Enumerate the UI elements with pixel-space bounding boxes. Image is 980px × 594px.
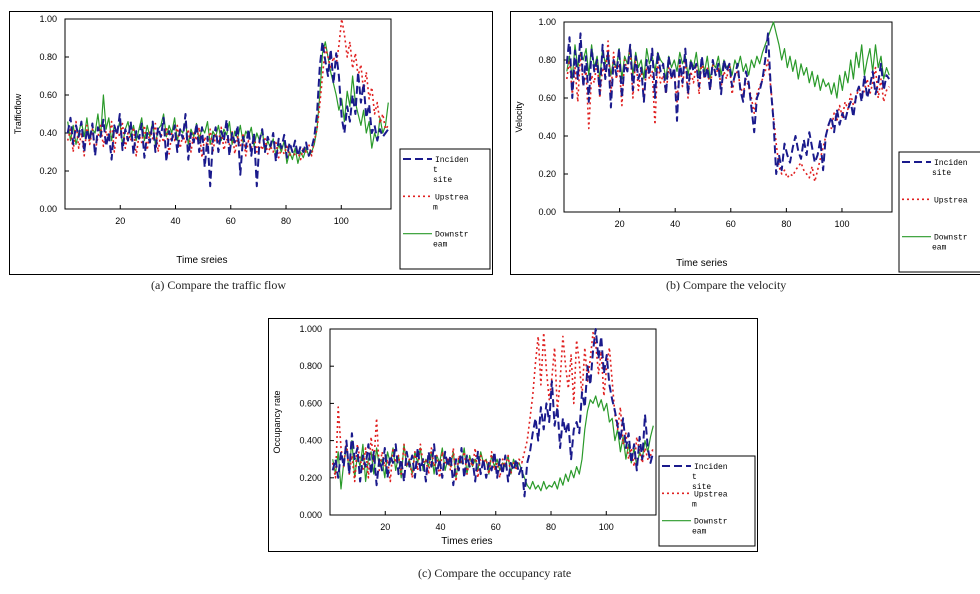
legend-label-line: eam xyxy=(692,528,707,537)
y-axis-label: Trafficflow xyxy=(13,93,23,134)
x-tick-label: 100 xyxy=(599,522,614,532)
y-tick-label: 0.800 xyxy=(299,361,322,371)
x-tick-label: 40 xyxy=(171,216,181,226)
series-group xyxy=(331,328,655,498)
y-tick-label: 0.60 xyxy=(39,90,57,100)
y-tick-label: 0.00 xyxy=(39,204,57,214)
legend-label-line: site xyxy=(433,176,452,185)
legend-label-line: eam xyxy=(932,244,947,253)
legend-label: Inciden t site xyxy=(692,463,728,492)
caption-c: (c) Compare the occupancy rate xyxy=(418,566,572,580)
plot-area xyxy=(563,21,893,213)
series-line-0 xyxy=(331,328,655,498)
legend-label-line: Upstrea xyxy=(934,196,968,205)
legend-label-line: m xyxy=(433,203,438,212)
series-group xyxy=(66,18,390,188)
caption-a: (a) Compare the traffic flow xyxy=(151,278,287,292)
x-axis-label: Time series xyxy=(676,258,727,269)
series-line-2 xyxy=(332,395,654,492)
y-tick-label: 0.20 xyxy=(39,166,57,176)
chart-a: 0.00 0.20 0.40 0.60 0.80 1.00 20 40 60 80 100 Time … xyxy=(13,14,491,270)
legend-box xyxy=(399,148,491,270)
x-tick-label: 80 xyxy=(781,219,791,229)
x-tick-label: 80 xyxy=(281,216,291,226)
legend-label-line: site xyxy=(932,169,951,178)
x-tick-label: 40 xyxy=(436,522,446,532)
y-tick-label: 0.80 xyxy=(39,52,57,62)
legend-label-line: site xyxy=(692,483,711,492)
x-tick-label: 40 xyxy=(670,219,680,229)
legend-label-line: Downstr xyxy=(934,234,968,243)
legend-label-line: t xyxy=(692,473,697,482)
legend-box xyxy=(898,151,980,273)
legend-label: Upstrea xyxy=(934,196,968,205)
y-tick-label: 0.00 xyxy=(538,207,556,217)
legend-label-line: Inciden xyxy=(694,463,728,472)
legend-label: Upstrea m xyxy=(692,490,728,509)
y-tick-label: 0.600 xyxy=(299,398,322,408)
legend-label-line: Downstr xyxy=(435,231,469,240)
y-axis-label: Velocity xyxy=(514,101,524,133)
y-tick-label: 1.00 xyxy=(39,14,57,24)
legend-label: Downstr eam xyxy=(692,518,728,537)
y-tick-label: 0.80 xyxy=(538,55,556,65)
x-axis-label: Times eries xyxy=(441,536,492,547)
y-axis-label: Occupancy rate xyxy=(272,390,282,453)
legend-label: Downstr eam xyxy=(433,231,469,250)
series-line-2 xyxy=(566,21,890,99)
y-tick-label: 0.40 xyxy=(39,128,57,138)
series-line-1 xyxy=(566,40,890,183)
series-line-0 xyxy=(565,32,891,175)
y-tick-label: 1.00 xyxy=(538,17,556,27)
legend-label-line: eam xyxy=(433,241,448,250)
x-tick-label: 60 xyxy=(226,216,236,226)
series-group xyxy=(565,21,891,183)
legend-box xyxy=(658,455,756,547)
legend-label: Downstr eam xyxy=(932,234,968,253)
legend-label-line: Inciden xyxy=(934,159,968,168)
x-axis-label: Time sreies xyxy=(176,255,227,266)
legend-label-line: m xyxy=(692,500,697,509)
legend-label-line: Downstr xyxy=(694,518,728,527)
y-tick-label: 0.60 xyxy=(538,93,556,103)
series-line-0 xyxy=(66,40,390,188)
y-tick-label: 0.000 xyxy=(299,510,322,520)
legend-label-line: Upstrea xyxy=(694,490,728,499)
y-tick-label: 0.200 xyxy=(299,473,322,483)
y-tick-label: 0.400 xyxy=(299,436,322,446)
caption-b: (b) Compare the velocity xyxy=(666,278,787,292)
y-tick-label: 0.40 xyxy=(538,131,556,141)
legend-label: Upstrea m xyxy=(433,193,469,212)
y-tick-label: 0.20 xyxy=(538,169,556,179)
x-tick-label: 60 xyxy=(491,522,501,532)
plot-area xyxy=(64,18,392,210)
y-tick-label: 1.000 xyxy=(299,324,322,334)
chart-c: 0.000 0.200 0.400 0.600 0.800 1.000 20 40 60 80 10… xyxy=(272,324,756,547)
legend-label: Inciden t site xyxy=(433,156,469,185)
plot-area xyxy=(329,328,657,516)
x-tick-label: 80 xyxy=(546,522,556,532)
x-tick-label: 100 xyxy=(334,216,349,226)
x-tick-label: 20 xyxy=(615,219,625,229)
legend-label-line: Inciden xyxy=(435,156,469,165)
x-tick-label: 20 xyxy=(380,522,390,532)
chart-b: 0.00 0.20 0.40 0.60 0.80 1.00 20 40 60 80 100 Time … xyxy=(514,17,980,273)
x-tick-label: 100 xyxy=(834,219,849,229)
legend-label-line: Upstrea xyxy=(435,193,469,202)
legend-label: Inciden site xyxy=(932,159,968,178)
legend-label-line: t xyxy=(433,166,438,175)
x-tick-label: 20 xyxy=(115,216,125,226)
x-tick-label: 60 xyxy=(726,219,736,229)
